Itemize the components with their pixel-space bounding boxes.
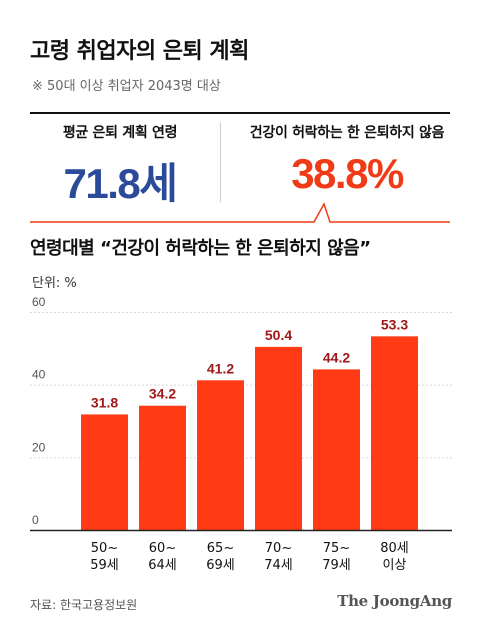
- chart-title: 연령대별 “건강이 허락하는 한 은퇴하지 않음”: [30, 238, 371, 259]
- stat-average-age-value: 71.8세: [63, 160, 178, 207]
- data-label: 53.3: [381, 316, 408, 332]
- x-tick-label: 60~ 64세: [148, 541, 177, 573]
- data-label: 31.8: [91, 394, 118, 410]
- bar: [313, 369, 360, 530]
- y-tick-label: 40: [32, 368, 46, 382]
- y-tick-label: 60: [32, 295, 46, 309]
- x-tick-label: 80세 이상: [380, 541, 409, 573]
- bar: [371, 336, 418, 530]
- bar: [255, 346, 302, 530]
- y-tick-label: 0: [32, 513, 39, 527]
- stat-no-retire: 건강이 허락하는 한 은퇴하지 않음 38.8%: [232, 122, 462, 198]
- stat-average-age-label: 평균 은퇴 계획 연령: [62, 125, 178, 141]
- bar: [81, 414, 128, 530]
- callout-pointer: [30, 202, 450, 223]
- data-label: 50.4: [265, 327, 292, 343]
- x-tick-label: 50~ 59세: [90, 541, 119, 573]
- unit-label: 단위: %: [32, 276, 77, 291]
- stat-divider: [220, 122, 221, 202]
- bar: [139, 405, 186, 530]
- bar-chart: 0 20 40 60 31.8 50~ 59세 34.2 60~ 64세 41.2 65~ 69세 50.…: [30, 295, 452, 573]
- data-label: 44.2: [323, 349, 350, 365]
- x-tick-label: 65~ 69세: [206, 541, 235, 573]
- y-tick-label: 20: [32, 440, 46, 454]
- page-title: 고령 취업자의 은퇴 계획: [30, 39, 249, 64]
- stat-no-retire-value: 38.8%: [291, 150, 404, 197]
- brand-logo: The JoongAng: [337, 592, 452, 610]
- stat-average-age: 평균 은퇴 계획 연령 71.8세: [20, 122, 220, 211]
- top-rule: [30, 112, 450, 114]
- x-tick-label: 70~ 74세: [264, 541, 293, 573]
- stat-no-retire-label: 건강이 허락하는 한 은퇴하지 않음: [249, 125, 445, 141]
- source-text: 자료: 한국고용정보원: [30, 598, 138, 612]
- survey-note: ※ 50대 이상 취업자 2043명 대상: [32, 79, 221, 94]
- x-tick-label: 75~ 79세: [322, 541, 351, 573]
- bar: [197, 380, 244, 530]
- data-label: 41.2: [207, 360, 234, 376]
- data-label: 34.2: [149, 386, 176, 402]
